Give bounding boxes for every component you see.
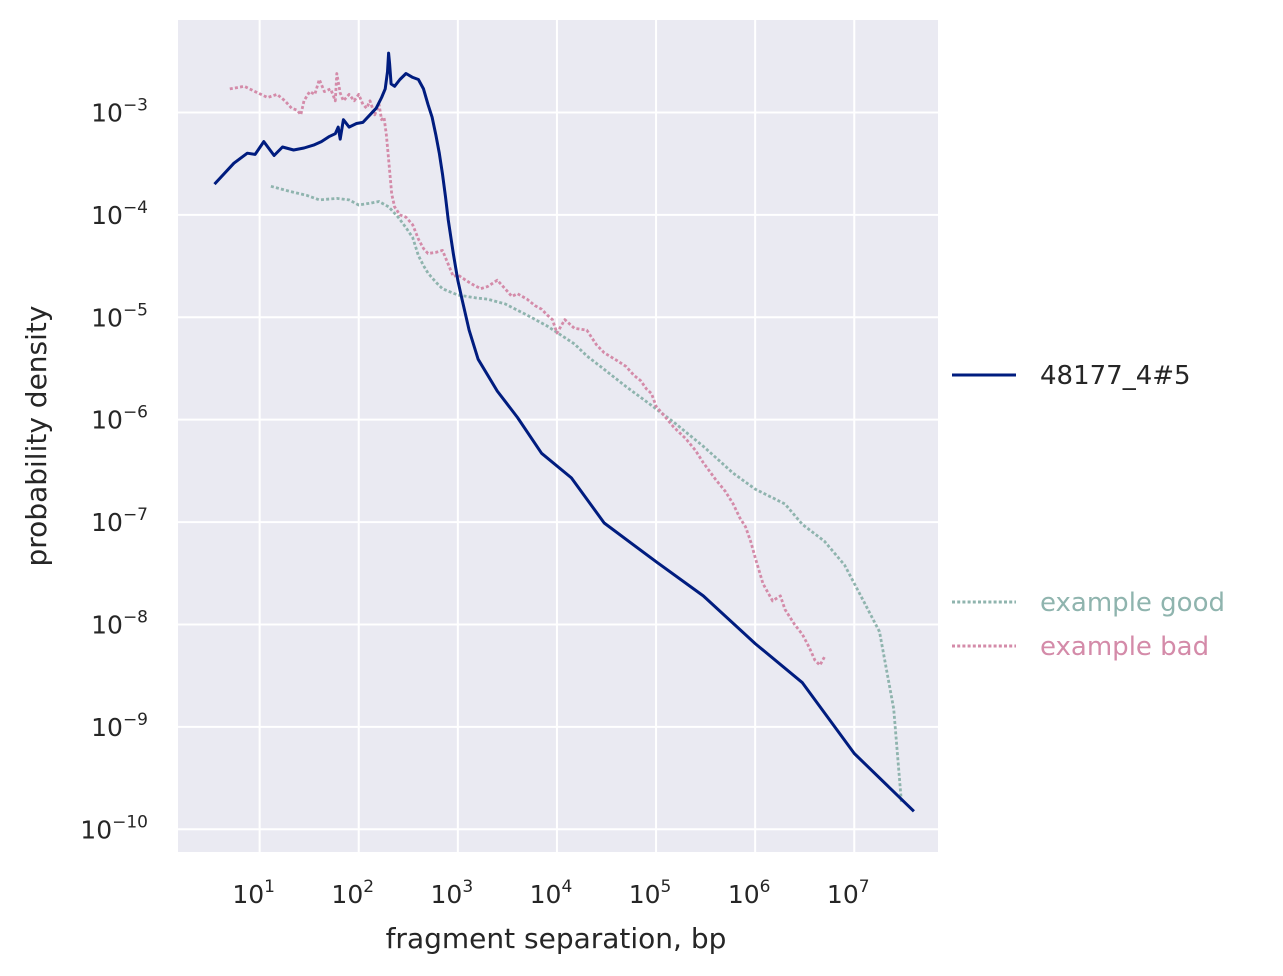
x-tick-label: 103 xyxy=(431,877,474,909)
series-line-48177-4-5 xyxy=(213,51,915,813)
legend-label: 48177_4#5 xyxy=(1040,361,1191,391)
y-axis-ticks: 10−3 10−4 10−5 10−6 10−7 10−8 10−9 10−10 xyxy=(80,95,148,844)
series-line-example-bad xyxy=(229,72,826,667)
x-axis-ticks: 101 102 103 104 105 106 107 xyxy=(232,877,869,909)
y-tick-label: 10−5 xyxy=(91,300,148,332)
y-tick-label: 10−4 xyxy=(91,198,148,230)
legend-label: example good xyxy=(1040,588,1225,618)
y-tick-label: 10−3 xyxy=(91,95,148,127)
y-tick-label: 10−8 xyxy=(91,607,148,639)
y-tick-label: 10−7 xyxy=(91,505,148,537)
legend-label: example bad xyxy=(1040,632,1209,662)
x-tick-label: 106 xyxy=(728,877,771,909)
x-tick-label: 101 xyxy=(232,877,275,909)
y-tick-label: 10−10 xyxy=(80,812,148,844)
series-line-example-good xyxy=(270,184,903,804)
plot-background xyxy=(178,20,938,852)
gridlines xyxy=(178,20,938,852)
y-axis-label: probability density xyxy=(20,306,53,567)
x-tick-label: 102 xyxy=(331,877,374,909)
y-tick-label: 10−9 xyxy=(91,710,148,742)
x-tick-label: 104 xyxy=(530,877,573,909)
x-tick-label: 107 xyxy=(827,877,870,909)
series-layer xyxy=(213,51,915,813)
x-axis-label: fragment separation, bp xyxy=(386,922,727,955)
x-tick-label: 105 xyxy=(629,877,672,909)
y-tick-label: 10−6 xyxy=(91,403,148,435)
